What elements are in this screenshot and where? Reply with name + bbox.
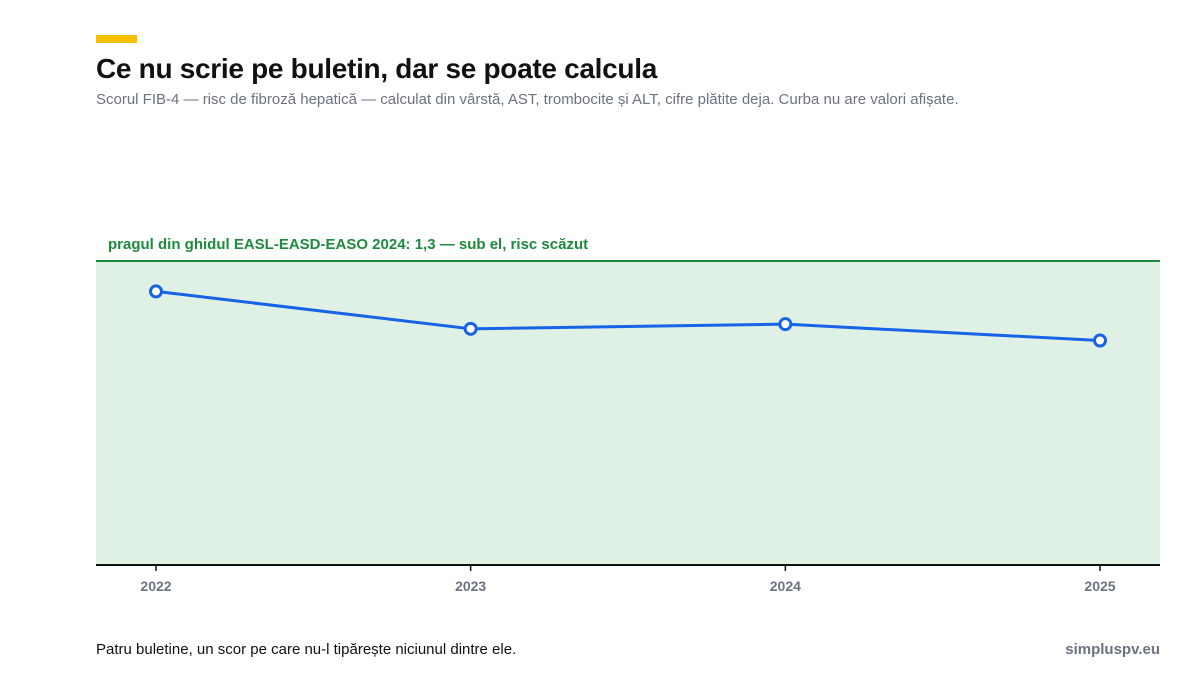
x-tick-label: 2022: [140, 578, 171, 594]
data-point: [1093, 333, 1107, 348]
data-point: [778, 317, 793, 332]
data-point: [149, 284, 163, 299]
threshold-label: pragul din ghidul EASL-EASD-EASO 2024: 1…: [108, 236, 588, 253]
source-link[interactable]: simpluspv.eu: [1065, 641, 1160, 658]
x-tick-label: 2024: [770, 578, 801, 594]
low-risk-zone: [96, 261, 1160, 565]
x-axis-ticks: 2022 2023 2024 2025: [140, 565, 1116, 594]
accent-bar: [96, 35, 137, 43]
series-points: [149, 284, 1107, 348]
data-point: [463, 321, 478, 336]
footer-note: Patru buletine, un scor pe care nu-l tip…: [96, 641, 517, 658]
x-tick-label: 2025: [1084, 578, 1115, 594]
series-line: [155, 289, 1101, 343]
page-title: Ce nu scrie pe buletin, dar se poate cal…: [96, 53, 657, 84]
page-subtitle: Scorul FIB-4 — risc de fibroză hepatică …: [96, 91, 959, 108]
x-tick-label: 2023: [455, 578, 486, 594]
